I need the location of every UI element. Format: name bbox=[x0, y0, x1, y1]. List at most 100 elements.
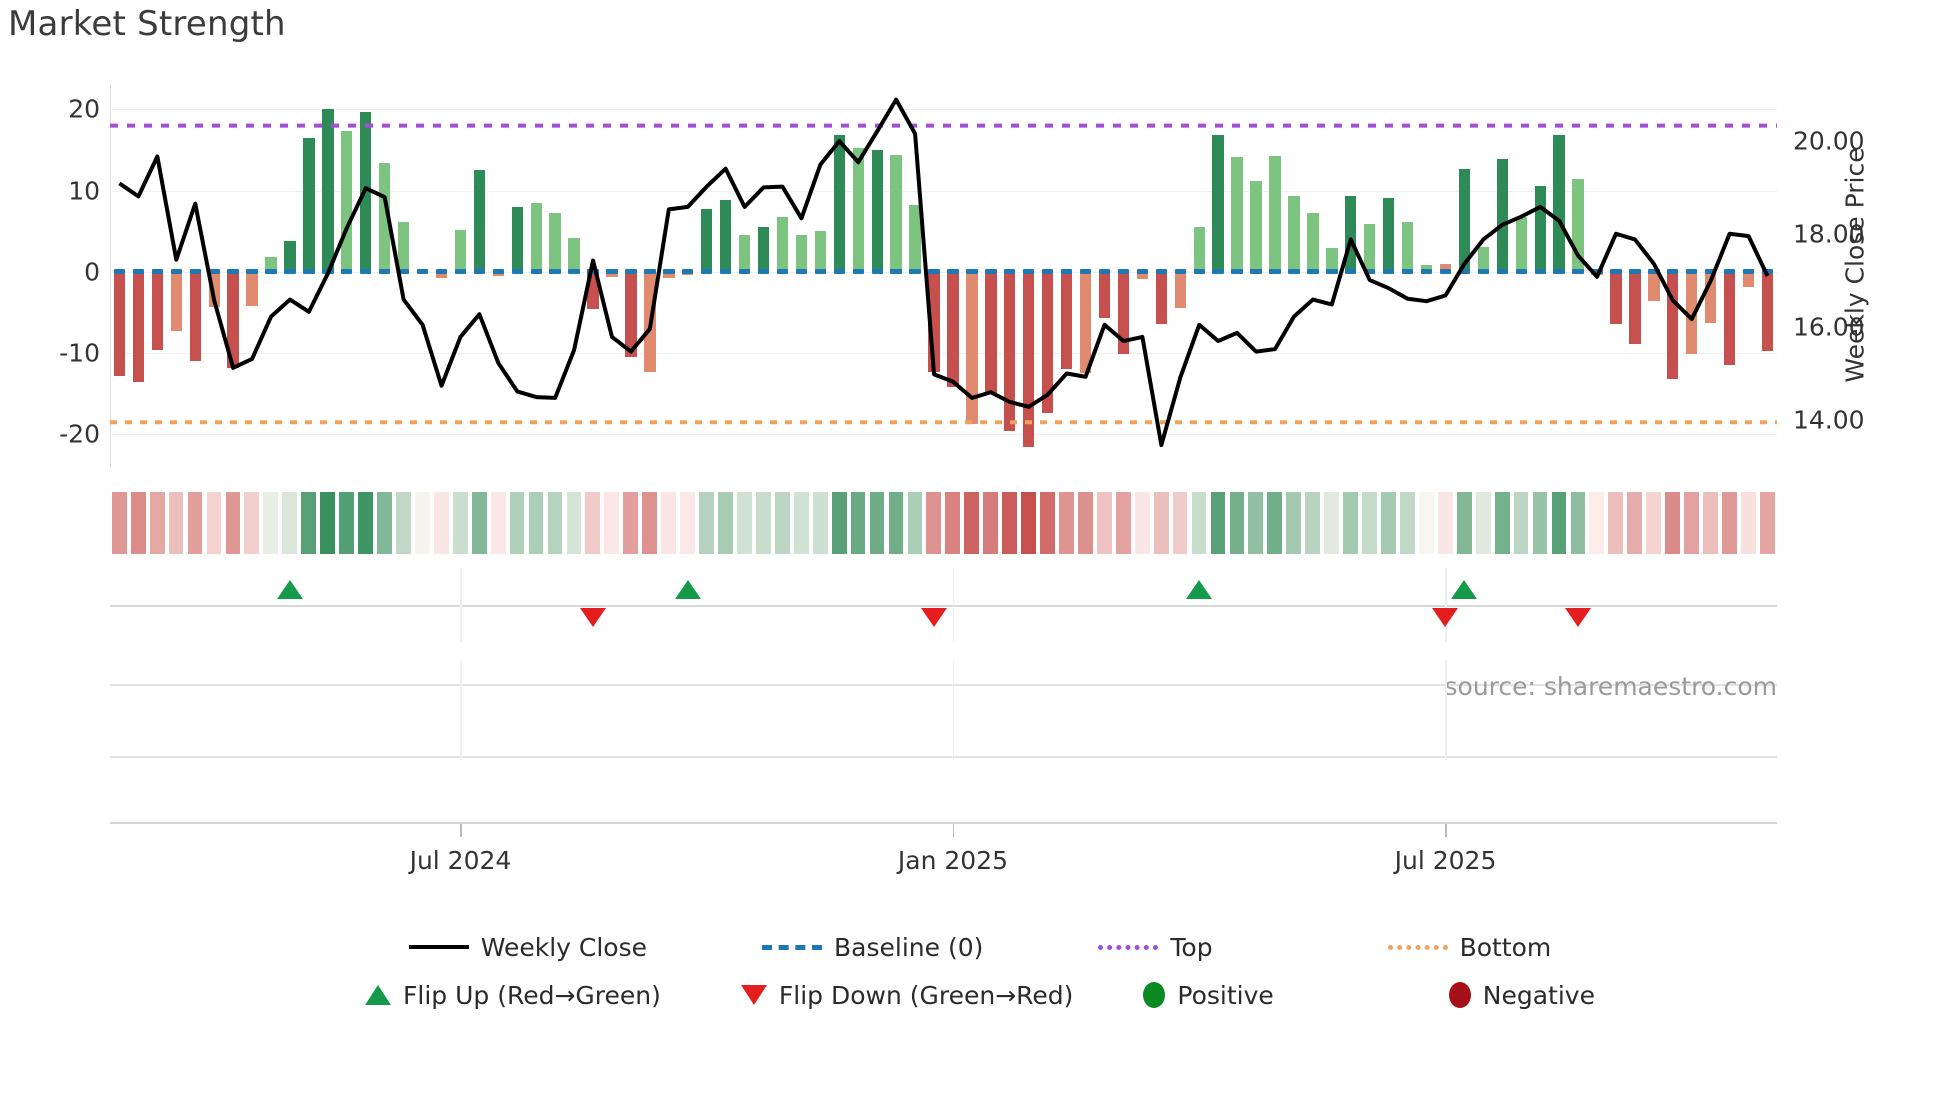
heatmap-cell bbox=[774, 492, 790, 554]
bar bbox=[719, 199, 732, 272]
bar bbox=[1288, 196, 1300, 272]
bar bbox=[1326, 247, 1338, 272]
baseline-segment bbox=[360, 269, 372, 275]
legend-item[interactable]: Positive bbox=[1143, 973, 1274, 1017]
heatmap-cell bbox=[926, 492, 942, 554]
bar bbox=[303, 137, 315, 272]
baseline-segment bbox=[757, 269, 770, 275]
baseline-segment bbox=[1629, 269, 1641, 275]
heatmap-cell bbox=[566, 492, 582, 554]
baseline-segment bbox=[1042, 269, 1054, 275]
baseline-segment bbox=[170, 269, 182, 275]
baseline-segment bbox=[1439, 269, 1452, 275]
bar bbox=[1439, 263, 1452, 272]
bar bbox=[1250, 180, 1262, 272]
bar bbox=[1477, 246, 1490, 272]
flip-row-gridline bbox=[460, 568, 462, 642]
heatmap-cell bbox=[187, 492, 203, 554]
heatmap-cell bbox=[831, 492, 847, 554]
legend-item[interactable]: Flip Down (Green→Red) bbox=[740, 973, 1074, 1017]
baseline-segment bbox=[416, 269, 429, 275]
baseline-segment bbox=[530, 269, 542, 275]
baseline-segment bbox=[1174, 269, 1186, 275]
baseline-segment bbox=[454, 269, 467, 275]
heatmap-cell bbox=[282, 492, 298, 554]
heatmap-cell bbox=[1324, 492, 1340, 554]
heatmap-cell bbox=[1267, 492, 1283, 554]
y-tick-label-right: 14.00 bbox=[1793, 405, 1865, 435]
source-row: source: sharemaestro.com bbox=[110, 660, 1777, 780]
baseline-segment bbox=[1667, 269, 1679, 275]
legend-item[interactable]: Weekly Close bbox=[408, 925, 647, 969]
source-row-gridline bbox=[460, 660, 462, 760]
bar bbox=[833, 135, 845, 272]
heatmap-cell bbox=[755, 492, 771, 554]
flip-down-triangle-icon bbox=[580, 608, 607, 627]
baseline-segment bbox=[303, 269, 315, 275]
baseline-segment bbox=[985, 269, 997, 275]
heatmap-cell bbox=[1551, 492, 1567, 554]
bar bbox=[1572, 179, 1584, 272]
bar bbox=[871, 150, 883, 272]
legend-item[interactable]: Top bbox=[1098, 925, 1213, 969]
heatmap-cell bbox=[452, 492, 468, 554]
legend-label: Bottom bbox=[1459, 932, 1552, 962]
heatmap-cell bbox=[812, 492, 828, 554]
bar bbox=[284, 241, 296, 272]
heatmap-cell bbox=[1362, 492, 1377, 554]
source-row-gridline bbox=[952, 660, 955, 760]
source-credit: source: sharemaestro.com bbox=[1444, 672, 1778, 701]
bar bbox=[1723, 271, 1736, 365]
baseline-segment bbox=[1723, 269, 1736, 275]
legend-item[interactable]: Negative bbox=[1448, 973, 1595, 1017]
legend-item[interactable]: Bottom bbox=[1387, 925, 1552, 969]
bar bbox=[1174, 271, 1186, 309]
legend-label: Flip Down (Green→Red) bbox=[778, 980, 1074, 1010]
baseline-segment bbox=[1250, 269, 1262, 275]
baseline-segment bbox=[890, 269, 902, 275]
heatmap-cell bbox=[869, 492, 885, 554]
legend-label: Top bbox=[1170, 932, 1213, 962]
heatmap-cell bbox=[642, 492, 658, 554]
heatmap-cell bbox=[1229, 492, 1245, 554]
y-tick-label-left: 0 bbox=[84, 257, 100, 287]
heatmap-cell bbox=[1532, 492, 1548, 554]
heatmap-cell bbox=[1494, 492, 1510, 554]
baseline-segment bbox=[947, 269, 959, 275]
heatmap-cell bbox=[320, 492, 336, 554]
bar bbox=[1269, 155, 1281, 272]
dotted-line-swatch-icon bbox=[1387, 944, 1448, 950]
baseline-segment bbox=[1231, 269, 1243, 275]
baseline-segment bbox=[1060, 269, 1073, 275]
heatmap-cell bbox=[433, 492, 449, 554]
bar bbox=[113, 271, 126, 376]
bar bbox=[473, 169, 486, 272]
baseline-segment bbox=[1610, 269, 1622, 275]
baseline-segment bbox=[132, 269, 145, 275]
heatmap-cell bbox=[301, 492, 317, 554]
flip-axis-line bbox=[110, 605, 1777, 607]
heatmap-cell bbox=[1172, 492, 1188, 554]
heatmap-cell bbox=[358, 492, 373, 554]
legend-item[interactable]: Baseline (0) bbox=[762, 925, 983, 969]
baseline-segment bbox=[1477, 269, 1490, 275]
bar bbox=[170, 271, 182, 332]
bar bbox=[909, 205, 921, 272]
legend-label: Negative bbox=[1482, 980, 1595, 1010]
legend-row-2: Flip Up (Red→Green) Flip Down (Green→Red)… bbox=[0, 973, 1960, 1017]
legend-item[interactable]: Flip Up (Red→Green) bbox=[365, 973, 661, 1017]
page-title: Market Strength bbox=[8, 4, 286, 44]
heatmap-cell bbox=[1570, 492, 1586, 554]
x-tick-mark bbox=[1445, 824, 1447, 837]
flip-up-triangle-icon bbox=[276, 580, 303, 599]
x-tick-label: Jul 2025 bbox=[1394, 846, 1497, 875]
heatmap-cell bbox=[1703, 492, 1718, 554]
heatmap-cell bbox=[1115, 492, 1131, 554]
bar bbox=[606, 271, 618, 277]
bar bbox=[378, 163, 391, 272]
bar bbox=[738, 235, 751, 272]
baseline-segment bbox=[397, 269, 410, 275]
bar bbox=[1553, 134, 1565, 272]
baseline-segment bbox=[663, 269, 675, 275]
baseline-segment bbox=[1705, 269, 1717, 275]
